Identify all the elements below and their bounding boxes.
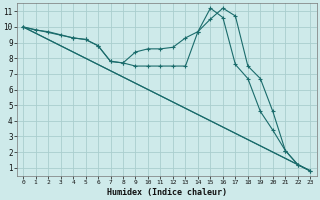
X-axis label: Humidex (Indice chaleur): Humidex (Indice chaleur) (107, 188, 227, 197)
